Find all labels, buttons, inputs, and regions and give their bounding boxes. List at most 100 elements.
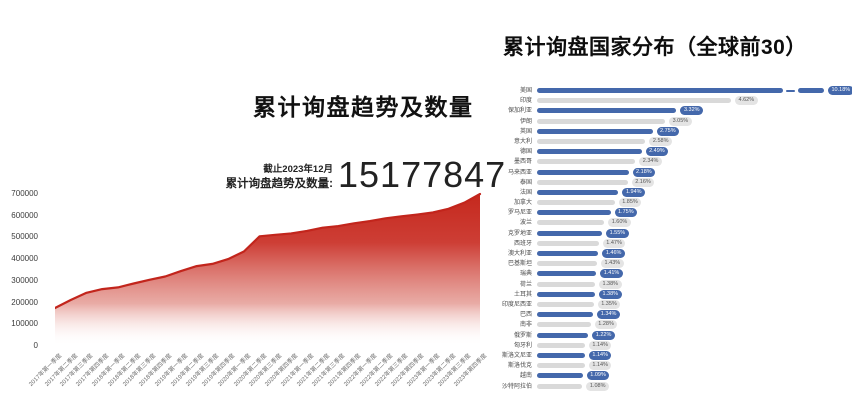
- area-fill: [55, 194, 480, 346]
- country-label: 匈牙利: [513, 342, 532, 349]
- country-label: 克罗地亚: [507, 230, 532, 237]
- country-label: 马来西亚: [507, 169, 532, 176]
- value-badge: 1.60%: [608, 218, 631, 228]
- bar: [537, 230, 603, 236]
- value-badge: 1.47%: [602, 238, 626, 248]
- total-inquiries-label: 累计询盘趋势及数量:: [225, 178, 333, 190]
- value-badge: 3.32%: [680, 106, 704, 116]
- country-label: 巴西: [519, 312, 532, 319]
- y-tick-label: 700000: [11, 189, 38, 198]
- country-label: 美国: [519, 88, 532, 94]
- value-badge: 1.94%: [622, 187, 646, 197]
- bar: [537, 240, 599, 246]
- bar: [537, 312, 594, 318]
- country-label: 巴基斯坦: [507, 261, 532, 268]
- country-label: 斯洛伐克: [507, 363, 532, 370]
- value-badge: 1.38%: [598, 279, 622, 289]
- axis-break-dash: [786, 89, 795, 92]
- country-label: 英国: [519, 128, 532, 135]
- value-badge: 2.75%: [656, 126, 680, 136]
- country-label: 伊朗: [519, 118, 532, 125]
- country-label: 南非: [519, 322, 532, 329]
- bar: [537, 301, 594, 307]
- value-badge: 1.41%: [600, 269, 623, 279]
- value-badge: 1.09%: [586, 371, 610, 381]
- bar: [537, 179, 628, 185]
- bar: [537, 291, 595, 297]
- country-label: 德国: [519, 149, 532, 156]
- bar: [537, 189, 619, 195]
- y-tick-label: 200000: [11, 297, 38, 307]
- country-label: 保加利亚: [507, 108, 532, 115]
- country-label: 波兰: [519, 220, 532, 227]
- bar: [537, 98, 732, 104]
- y-tick-label: 0: [33, 341, 38, 350]
- y-tick-label: 100000: [11, 319, 38, 329]
- bar: [537, 108, 677, 114]
- value-badge: 1.75%: [614, 208, 638, 218]
- value-badge: 1.35%: [597, 299, 621, 309]
- left-chart-title: 累计询盘趋势及数量: [253, 94, 474, 120]
- bar: [537, 281, 595, 287]
- country-label: 墨西哥: [513, 159, 532, 166]
- country-label: 荷兰: [519, 281, 532, 288]
- value-badge: 1.85%: [618, 198, 642, 208]
- value-badge: 3.05%: [669, 116, 692, 126]
- trend-line: [55, 192, 482, 310]
- bar: [537, 332, 589, 338]
- value-badge: 2.16%: [631, 177, 655, 187]
- country-label: 法国: [519, 189, 532, 196]
- y-tick-label: 400000: [11, 254, 38, 264]
- bar: [537, 128, 653, 134]
- bar: [537, 118, 666, 124]
- bar: [537, 200, 615, 206]
- bar: [537, 271, 597, 277]
- right-chart-title: 累计询盘国家分布（全球前30）: [503, 36, 807, 59]
- country-label: 印度尼西亚: [501, 301, 532, 308]
- y-tick-label: 300000: [11, 275, 38, 285]
- country-label: 意大利: [513, 138, 532, 145]
- value-badge: 10.18%: [828, 86, 852, 95]
- country-label: 澳大利亚: [507, 251, 532, 258]
- country-label: 罗马尼亚: [507, 210, 532, 217]
- value-badge: 1.14%: [588, 361, 612, 371]
- country-label: 沙特阿拉伯: [501, 383, 532, 390]
- value-badge: 1.28%: [594, 320, 618, 330]
- bar: [537, 373, 583, 379]
- bar: [537, 138, 646, 144]
- value-badge: 1.08%: [586, 381, 609, 391]
- bar: [537, 149, 642, 155]
- bar: [537, 159, 636, 165]
- value-badge: 1.38%: [598, 289, 622, 299]
- bar: [537, 363, 585, 369]
- bar: [798, 88, 824, 93]
- country-label: 越南: [519, 373, 532, 380]
- country-label: 西班牙: [513, 240, 532, 247]
- value-badge: 2.58%: [649, 136, 672, 146]
- value-badge: 1.43%: [601, 259, 624, 269]
- value-badge: 1.55%: [606, 228, 629, 238]
- value-badge: 1.14%: [588, 350, 612, 360]
- total-inquiries-value: 15177847: [338, 154, 507, 195]
- country-label: 斯洛文尼亚: [501, 352, 532, 359]
- value-badge: 4.62%: [735, 96, 758, 106]
- bar: [537, 88, 783, 93]
- y-tick-label: 500000: [11, 232, 38, 242]
- value-badge: 1.22%: [592, 330, 615, 340]
- value-badge: 2.49%: [645, 147, 669, 157]
- value-badge: 1.34%: [597, 310, 620, 320]
- country-label: 泰国: [519, 179, 532, 186]
- value-badge: 1.14%: [588, 340, 612, 350]
- country-label: 瑞典: [519, 271, 532, 278]
- value-badge: 2.18%: [632, 167, 656, 177]
- bar: [537, 261, 598, 267]
- bar: [537, 383, 583, 389]
- value-badge: 1.46%: [602, 249, 625, 259]
- asof-date-label: 截止2023年12月: [263, 164, 333, 175]
- value-badge: 2.34%: [639, 157, 662, 167]
- bar: [537, 342, 585, 348]
- country-label: 印度: [519, 98, 532, 105]
- bar: [537, 251, 599, 257]
- country-label: 俄罗斯: [513, 332, 532, 339]
